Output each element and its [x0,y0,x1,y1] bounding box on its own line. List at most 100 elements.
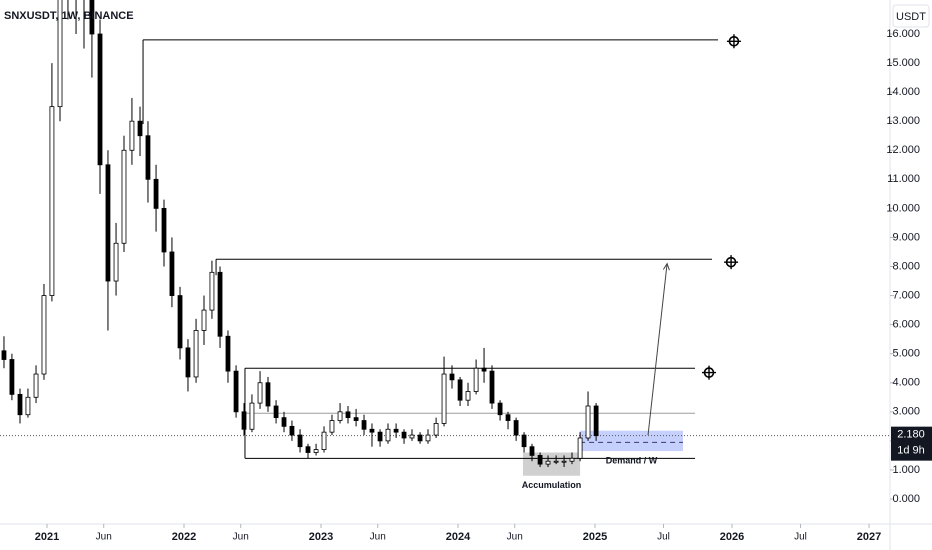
candle-body [201,309,207,331]
candle-body [393,428,399,433]
candle-body [305,446,311,453]
candle-body [185,347,191,378]
candle-body [457,379,463,401]
y-tick-label: 15.000 [886,57,920,69]
candle-body [217,271,223,337]
x-tick-label: Jul [794,532,807,543]
candle-body [121,149,127,244]
x-tick-label: Jun [370,532,386,543]
candle-body [249,402,255,430]
arrow-shaft [647,263,668,436]
x-tick-label: Jun [233,532,249,543]
y-tick-label: 8.000 [892,260,920,272]
candle-body [129,120,135,151]
candle-body [25,396,31,416]
candle-body [137,120,143,137]
y-tick-label: 10.000 [886,202,920,214]
candle-body [169,251,175,296]
candle-body [441,373,447,424]
y-tick-label: 5.000 [892,348,920,360]
candle-body [569,457,575,462]
candle-body [177,295,183,349]
candle-body [385,428,391,442]
chart-title: SNXUSDT, 1W, BINANCE [4,10,134,22]
x-tick-label: Jun [96,532,112,543]
y-tick-label: 11.000 [887,173,920,185]
candle-body [513,420,519,436]
candle-body [313,449,319,453]
candle-body [161,207,167,253]
y-tick-label: 6.000 [892,319,920,331]
candle-body [529,446,535,456]
last-price-label: 2.180 [897,429,925,441]
candle-body [321,431,327,450]
y-tick-label: 14.000 [886,86,920,98]
candle-body [545,460,551,465]
candle-body [377,431,383,442]
candle-body [369,428,375,433]
y-tick-label: 13.000 [886,115,920,127]
y-tick-label: 16.000 [886,28,920,40]
candle-body [97,33,103,166]
candle-body [481,367,487,372]
candle-body [553,460,559,463]
candle-body [1,350,7,360]
plot-area [0,0,890,476]
y-tick-label: 12.000 [886,144,920,156]
candle-body [241,411,247,430]
target-cross [702,365,717,380]
candle-body [353,417,359,421]
candle-body [489,370,495,404]
y-tick-label: 3.000 [892,406,920,418]
candle-body [361,420,367,430]
candle-body [193,330,199,378]
zone-label: Accumulation [522,480,582,490]
candle-body [145,135,151,180]
candle-body [297,434,303,448]
candle-body [41,295,47,375]
candle-body [89,0,95,35]
candle-body [585,405,591,439]
candle-body [257,382,263,404]
candle-body [505,414,511,421]
candle-body [593,405,599,437]
candle-body [329,420,335,433]
candle-body [537,455,543,465]
candle-body [401,431,407,439]
x-tick-label: 2023 [309,531,333,543]
x-tick-label: Jun [507,532,523,543]
x-tick-label: 2027 [857,531,881,543]
candle-body [281,417,287,427]
countdown-label: 1d 9h [897,445,925,457]
arrow-head [662,262,670,271]
candle-body [17,393,23,416]
candle-body [337,411,343,421]
candle-body [409,434,415,439]
candle-body [233,370,239,413]
zone-label: Demand / W [606,455,658,465]
candle-body [497,402,503,416]
candle-body [289,425,295,436]
currency-label[interactable]: USDT [896,11,926,23]
target-cross [724,255,739,270]
y-tick-label: 7.000 [892,289,920,301]
candle-body [465,391,471,401]
x-tick-label: 2026 [720,531,744,543]
candle-body [209,271,215,311]
target-cross [726,34,741,49]
candle-body [153,178,159,209]
candle-body [433,423,439,436]
candle-body [449,373,455,381]
x-tick-label: 2022 [172,531,196,543]
candle-body [521,434,527,448]
currency-box[interactable] [892,4,930,28]
candle-body [417,434,423,442]
candle-body [113,242,119,282]
x-tick-label: 2021 [35,531,59,543]
x-tick-label: 2025 [583,531,607,543]
candle-body [57,0,63,108]
candle-body [425,434,431,442]
candle-body [9,359,15,395]
y-tick-label: 0.000 [892,493,920,505]
y-tick-label: 9.000 [892,231,920,243]
